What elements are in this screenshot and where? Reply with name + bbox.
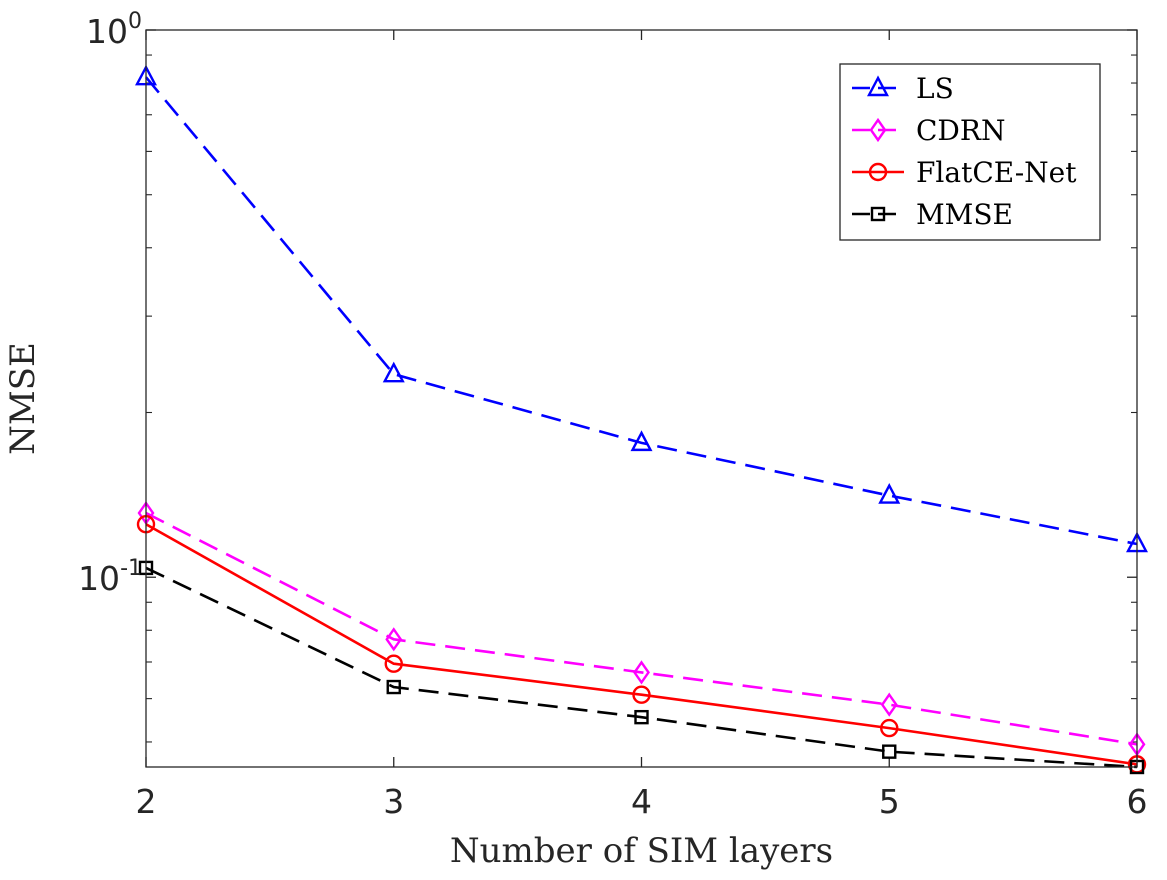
data-point-ls — [630, 430, 653, 452]
series-line-flatce-net — [145, 523, 1138, 766]
legend-entry-cdrn: CDRN — [852, 114, 1005, 147]
data-point-ls — [878, 483, 901, 504]
data-point-flatce-net — [632, 685, 651, 704]
plot-frame — [145, 29, 1138, 768]
data-point-flatce-net — [384, 654, 403, 673]
series-line-cdrn — [145, 511, 1138, 746]
x-axis-title: Number of SIM layers — [450, 831, 833, 871]
legend-entry-mmse: MMSE — [852, 198, 1013, 231]
x-tick-label: 4 — [631, 782, 652, 821]
data-point-cdrn — [880, 692, 898, 717]
x-tick-label: 3 — [383, 782, 404, 821]
y-axis-title: NMSE — [3, 342, 43, 455]
legend-label: CDRN — [916, 114, 1005, 147]
series-layer — [135, 64, 1148, 775]
data-point-mmse — [634, 709, 649, 725]
y-tick-label: 100 — [86, 9, 142, 51]
series-line-mmse — [145, 566, 1138, 769]
legend-marker — [868, 162, 888, 182]
data-point-mmse — [882, 744, 897, 759]
legend-label: MMSE — [916, 198, 1013, 231]
x-tick-label: 5 — [879, 782, 900, 821]
series-line-ls — [145, 76, 1138, 546]
data-point-flatce-net — [880, 718, 899, 738]
x-tick-label: 2 — [136, 782, 157, 821]
x-tick-label: 6 — [1127, 782, 1148, 821]
legend-marker — [869, 117, 887, 143]
y-tick-label: 10-1 — [78, 556, 142, 598]
legend: LS CDRN FlatCE-Net MMSE — [839, 63, 1101, 241]
data-point-cdrn — [385, 627, 403, 652]
labels-layer: 2 3 4 5 6 100 10-1 — [78, 9, 1147, 821]
legend-marker — [867, 75, 889, 97]
series-flatce-net — [136, 514, 1147, 774]
series-mmse — [138, 560, 1145, 775]
legend-label: FlatCE-Net — [916, 156, 1077, 189]
data-point-ls — [382, 361, 405, 383]
legend-entry-ls: LS — [852, 72, 954, 105]
legend-marker — [870, 206, 886, 222]
data-point-cdrn — [633, 660, 650, 685]
legend-label: LS — [916, 72, 954, 105]
data-point-mmse — [386, 679, 401, 695]
legend-entry-flatce-net: FlatCE-Net — [852, 156, 1077, 189]
